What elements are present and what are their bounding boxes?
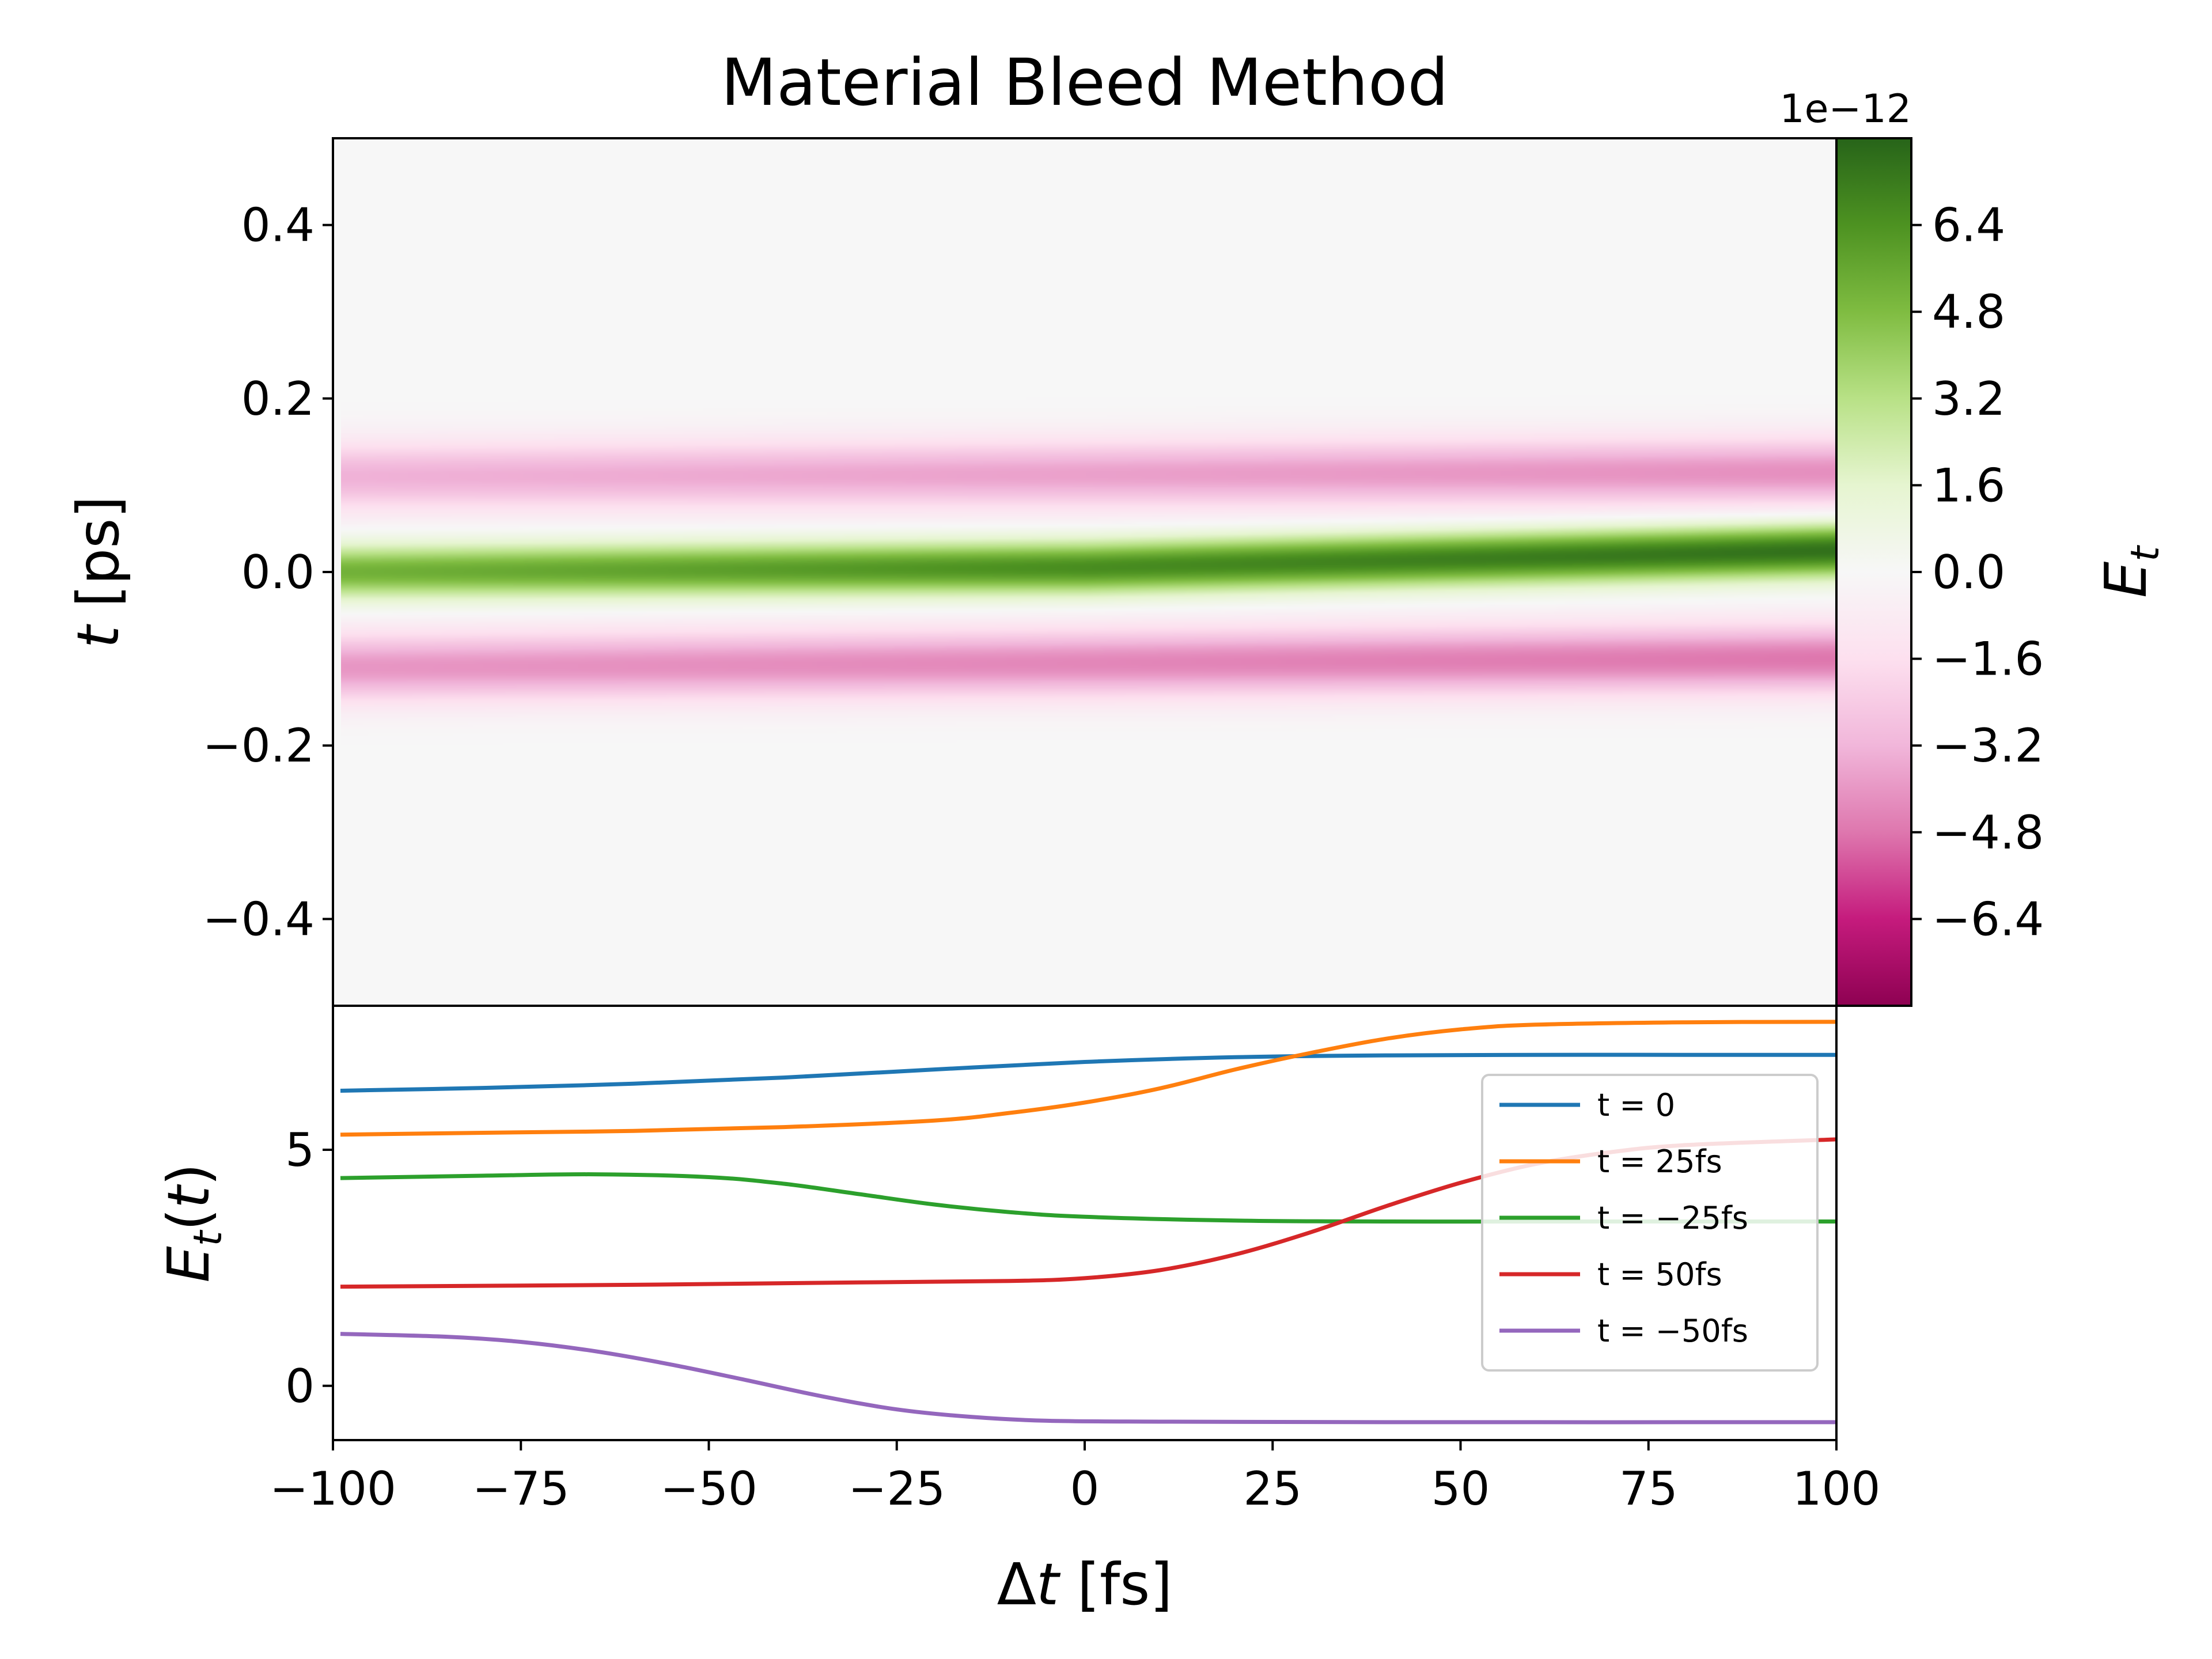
colorbar-fill	[1836, 138, 1911, 1006]
line-x-tick-label: 50	[1431, 1462, 1490, 1516]
colorbar-ticks: 6.4 4.8 3.2 1.6 0.0 −1.6 −3.2 −4.8 −6.4	[1911, 199, 2044, 946]
legend-label: t = 0	[1597, 1087, 1675, 1123]
line-y-axis-label: Et(t)	[155, 1163, 231, 1282]
legend-box	[1481, 1074, 1819, 1372]
line-panel: 50 −100 −75 −50 −25 0 25 50 75 100 Et(t) Δt [fs]…	[155, 1005, 1880, 1618]
line-y-tick-label: 5	[285, 1123, 315, 1177]
colorbar-tick-label: −3.2	[1932, 719, 2044, 772]
legend-label: t = −50fs	[1597, 1313, 1748, 1349]
legend-label: t = 50fs	[1597, 1256, 1722, 1293]
legend-label: t = 25fs	[1597, 1143, 1722, 1180]
line-x-tick-label: −25	[848, 1462, 945, 1516]
colorbar-tick-label: 6.4	[1932, 199, 2005, 252]
colorbar-tick-label: −6.4	[1932, 892, 2044, 946]
heatmap-panel: 0.4 0.2 0.0 −0.2 −0.4 t [ps]	[65, 137, 1838, 1007]
line-y-ticks: 50	[285, 1123, 333, 1413]
line-x-tick-label: 100	[1793, 1462, 1881, 1516]
colorbar-tick-label: 1.6	[1932, 459, 2005, 512]
heatmap-y-tick-label: 0.2	[241, 372, 315, 426]
heatmap-y-tick-label: 0.4	[241, 199, 315, 252]
heatmap-y-tick-label: −0.2	[203, 719, 315, 772]
series-line-0	[340, 1052, 1836, 1093]
colorbar-tick-label: 0.0	[1932, 546, 2005, 599]
line-x-tick-label: −75	[472, 1462, 570, 1516]
chart-title: Material Bleed Method	[721, 46, 1448, 120]
line-x-ticks: −100 −75 −50 −25 0 25 50 75 100	[270, 1440, 1880, 1516]
line-x-tick-label: −100	[270, 1462, 396, 1516]
colorbar-tick-label: 3.2	[1932, 372, 2005, 426]
colorbar-offset-text: 1e−12	[1779, 86, 1911, 132]
colorbar: 6.4 4.8 3.2 1.6 0.0 −1.6 −3.2 −4.8 −6.4 1e−12 Et	[1779, 86, 2168, 1007]
colorbar-tick-label: −1.6	[1932, 632, 2044, 686]
colorbar-tick-label: 4.8	[1932, 285, 2005, 339]
heatmap-y-tick-label: −0.4	[203, 892, 315, 946]
line-y-tick-label: 0	[285, 1359, 315, 1413]
heatmap-image	[341, 138, 1836, 1006]
series-line-4	[340, 1332, 1836, 1425]
heatmap-y-tick-label: 0.0	[241, 546, 315, 599]
line-x-tick-label: 0	[1070, 1462, 1100, 1516]
legend-label: t = −25fs	[1597, 1200, 1748, 1236]
line-x-tick-label: −50	[660, 1462, 757, 1516]
series-line-2	[340, 1172, 1836, 1224]
heatmap-y-ticks: 0.4 0.2 0.0 −0.2 −0.4	[203, 199, 333, 946]
heatmap-raster	[341, 138, 1836, 1006]
line-x-tick-label: 75	[1619, 1462, 1678, 1516]
legend-entries: t = 0 t = 25fs t = −25fs t = 50fs t = −50fs	[1499, 1087, 1748, 1349]
line-x-axis-label: Δt [fs]	[997, 1551, 1173, 1618]
colorbar-label: Et	[2092, 545, 2168, 598]
series-line-1	[340, 1020, 1836, 1137]
line-x-tick-label: 25	[1243, 1462, 1302, 1516]
legend: t = 0 t = 25fs t = −25fs t = 50fs t = −50fs	[1481, 1074, 1819, 1372]
colorbar-tick-label: −4.8	[1932, 806, 2044, 859]
heatmap-y-axis-label: t [ps]	[65, 496, 132, 649]
